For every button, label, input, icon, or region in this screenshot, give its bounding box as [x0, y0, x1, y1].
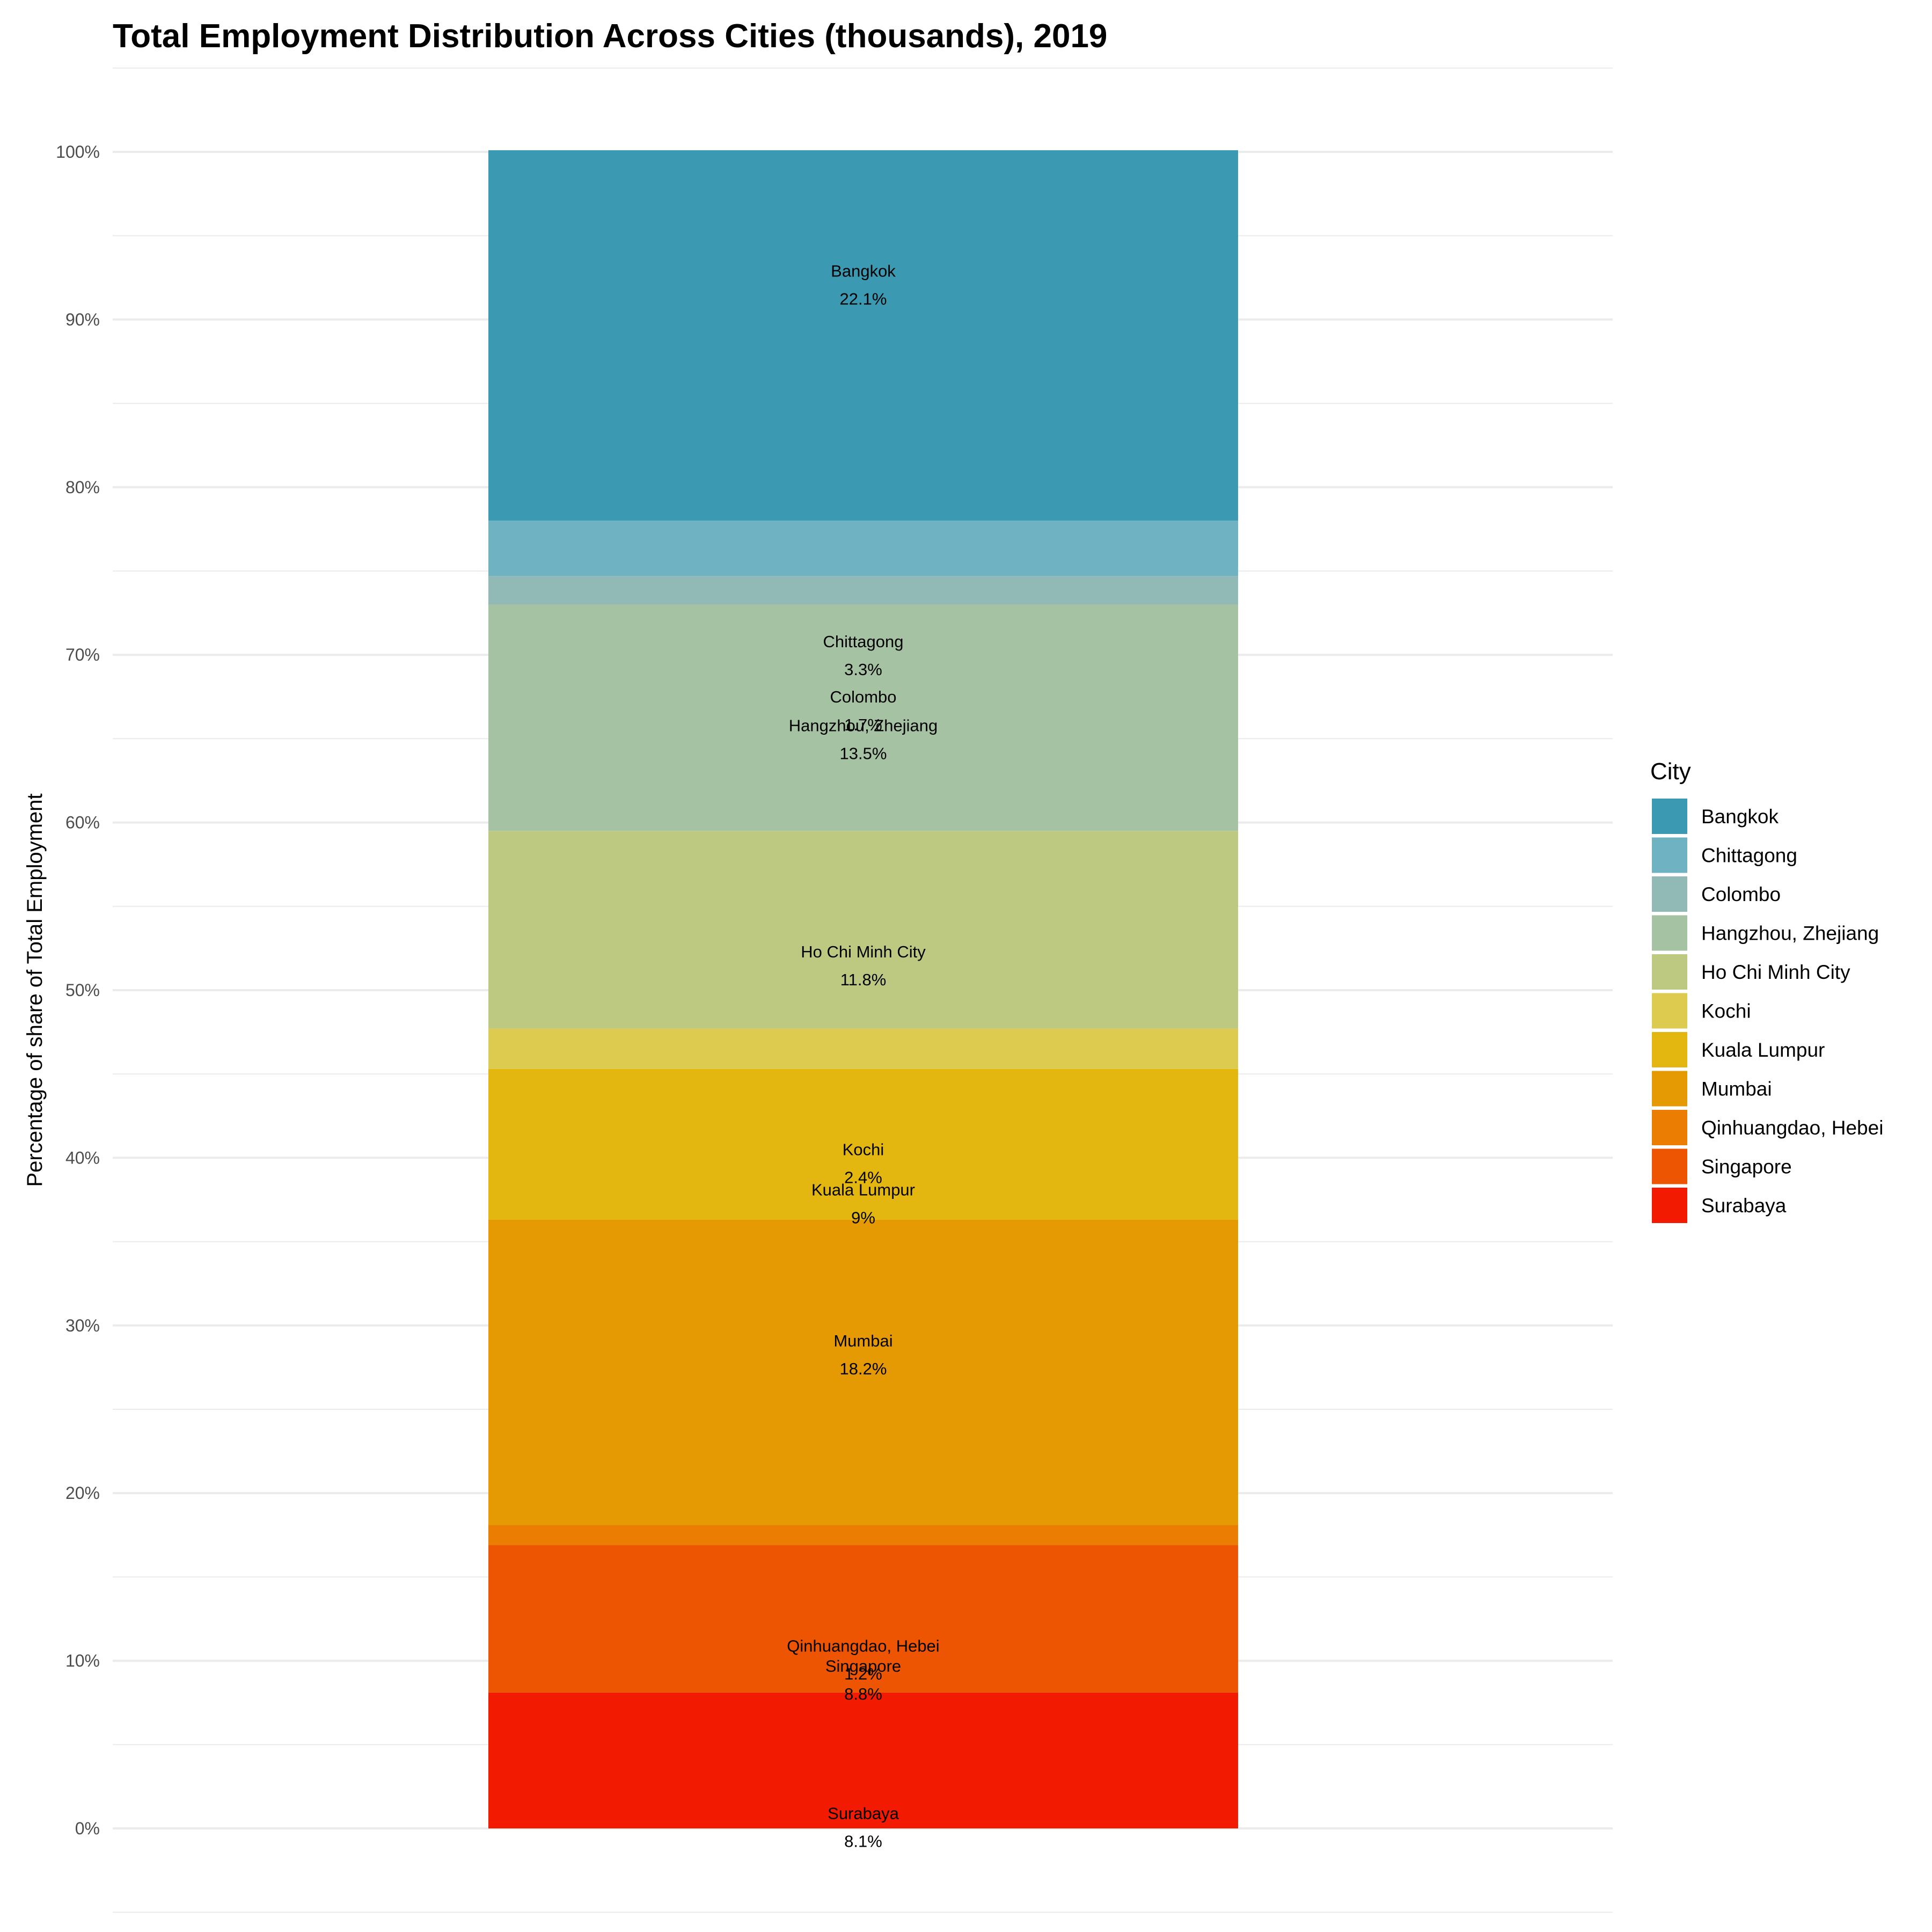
y-tick-label: 60% [65, 813, 100, 832]
y-tick-label: 50% [65, 980, 100, 1000]
segment-value-label: 8.1% [844, 1832, 882, 1851]
legend: City Bangkok Chittagong Colombo Hangzhou, Z… [1650, 758, 1883, 1223]
legend-label: Ho Chi Minh City [1701, 961, 1850, 983]
legend-key [1652, 954, 1687, 990]
y-tick-label: 20% [65, 1483, 100, 1503]
segment-name-label: Colombo [830, 687, 896, 706]
legend-label: Colombo [1701, 883, 1781, 905]
legend-label: Mumbai [1701, 1078, 1772, 1100]
segment-name-label: Mumbai [833, 1331, 892, 1350]
segment-name-label: Surabaya [828, 1804, 899, 1823]
bar-segment [488, 831, 1238, 1029]
y-tick-label: 100% [56, 142, 100, 162]
bar-segment [488, 1219, 1238, 1525]
legend-key [1652, 1110, 1687, 1145]
segment-value-label: 2.4% [844, 1168, 882, 1187]
segment-value-label: 9% [851, 1209, 875, 1227]
segment-name-label: Bangkok [831, 262, 896, 281]
legend-label: Hangzhou, Zhejiang [1701, 923, 1879, 945]
y-axis-label: Percentage of share of Total Employment [23, 793, 47, 1187]
segment-name-label: Kuala Lumpur [811, 1181, 915, 1199]
legend-title: City [1650, 758, 1691, 785]
bar-segment [488, 1525, 1238, 1546]
y-tick-label: 0% [75, 1819, 100, 1838]
y-tick-label: 10% [65, 1651, 100, 1671]
legend-key [1652, 876, 1687, 912]
y-tick-label: 90% [65, 310, 100, 329]
segment-value-label: 8.8% [844, 1685, 882, 1703]
bar-segment [488, 1692, 1238, 1828]
segment-name-label: Qinhuangdao, Hebei [787, 1636, 939, 1655]
y-tick-label: 30% [65, 1316, 100, 1335]
segment-value-label: 3.3% [844, 660, 882, 679]
y-axis-ticks: 0% 10% 20% 30% 40% 50% 60% 70% 80% 90% 100% [56, 142, 100, 1838]
bar-segment [488, 1545, 1238, 1693]
segment-value-label: 22.1% [840, 290, 887, 309]
bar-segment [488, 150, 1238, 521]
legend-key [1652, 1188, 1687, 1223]
bar-segment [488, 1028, 1238, 1069]
segment-name-label: Hangzhou, Zhejiang [789, 716, 938, 735]
segment-name-label: Kochi [843, 1140, 884, 1159]
segment-value-label: 1.2% [844, 1664, 882, 1683]
legend-label: Singapore [1701, 1156, 1792, 1178]
legend-key [1652, 1071, 1687, 1107]
legend-label: Kuala Lumpur [1701, 1039, 1825, 1061]
legend-label: Bangkok [1701, 806, 1779, 828]
y-tick-label: 70% [65, 645, 100, 664]
legend-key [1652, 1032, 1687, 1067]
bar-segments [488, 150, 1238, 1828]
legend-key [1652, 1148, 1687, 1184]
legend-label: Kochi [1701, 1000, 1751, 1022]
bar-segment [488, 576, 1238, 605]
legend-label: Qinhuangdao, Hebei [1701, 1117, 1883, 1139]
segment-value-label: 13.5% [840, 744, 887, 763]
segment-name-label: Ho Chi Minh City [801, 942, 926, 961]
bar-segment [488, 1069, 1238, 1220]
segment-value-label: 1.7% [844, 715, 882, 734]
legend-key [1652, 799, 1687, 834]
y-tick-label: 40% [65, 1148, 100, 1167]
legend-key [1652, 837, 1687, 873]
segment-labels: Bangkok 22.1% Chittagong 3.3% Colombo 1.7%Han… [787, 262, 939, 1851]
legend-key [1652, 915, 1687, 951]
chart-title: Total Employment Distribution Across Cit… [113, 18, 1107, 55]
legend-key [1652, 993, 1687, 1029]
legend-label: Surabaya [1701, 1195, 1787, 1217]
segment-value-label: 18.2% [840, 1359, 887, 1378]
y-tick-label: 80% [65, 478, 100, 497]
legend-label: Chittagong [1701, 845, 1797, 867]
segment-value-label: 11.8% [840, 970, 887, 989]
segment-name-label: Singapore [825, 1657, 901, 1675]
segment-name-label: Chittagong [823, 632, 904, 651]
bar-segment [488, 604, 1238, 831]
bar-segment [488, 521, 1238, 576]
